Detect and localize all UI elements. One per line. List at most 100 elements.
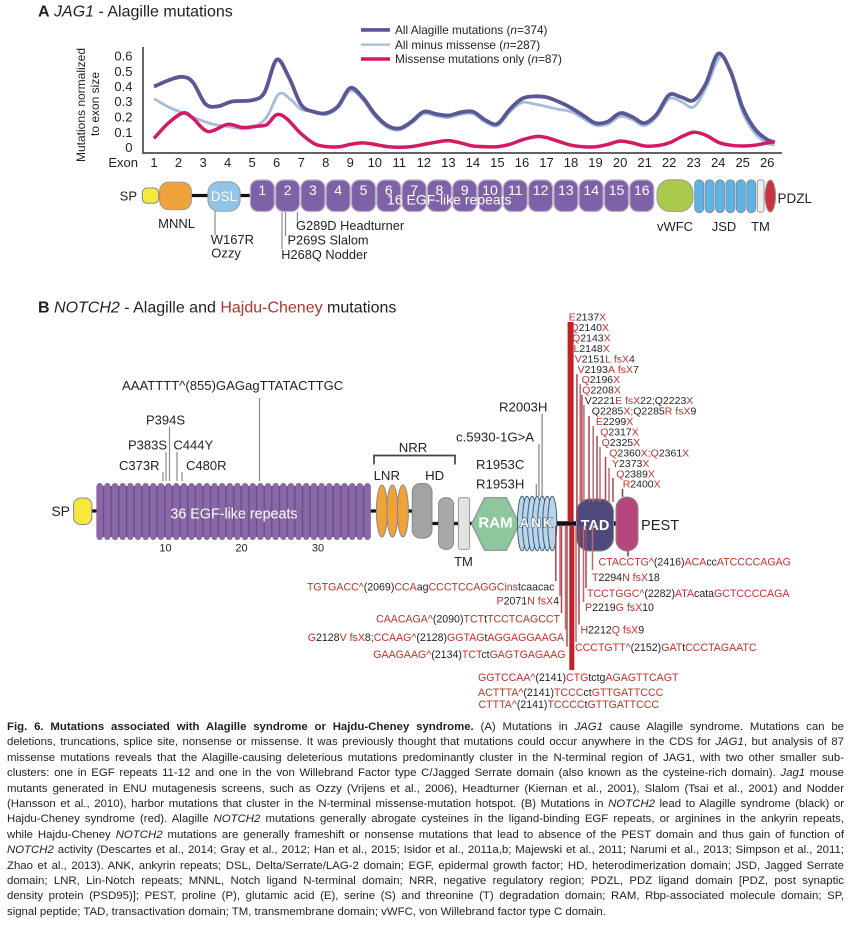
svg-text:LNR: LNR (374, 468, 400, 483)
svg-text:CTTTA^(2141)TCCCCtGTTGATTCCC: CTTTA^(2141)TCCCCtGTTGATTCCC (479, 699, 660, 711)
svg-text:18: 18 (564, 155, 578, 170)
svg-text:Q2325X: Q2325X (602, 437, 641, 449)
svg-text:G289D Headturner: G289D Headturner (296, 218, 405, 233)
svg-text:13: 13 (441, 155, 455, 170)
svg-text:HD: HD (425, 468, 444, 483)
svg-text:W167R: W167R (211, 232, 254, 247)
svg-text:24: 24 (711, 155, 725, 170)
svg-text:P269S Slalom: P269S Slalom (288, 232, 369, 247)
svg-text:15: 15 (609, 182, 625, 198)
svg-text:Q2143X: Q2143X (572, 332, 611, 344)
svg-text:AAATTTT^(855)GAGagTTATACTTGC: AAATTTT^(855)GAGagTTATACTTGC (122, 378, 343, 393)
svg-text:16 EGF-like repeats: 16 EGF-like repeats (387, 192, 512, 208)
svg-text:10: 10 (482, 182, 498, 198)
svg-text:E2137X: E2137X (569, 312, 606, 324)
svg-text:20: 20 (235, 543, 247, 555)
svg-text:6: 6 (385, 182, 393, 198)
svg-text:R1953C: R1953C (476, 457, 525, 472)
svg-text:20: 20 (613, 155, 627, 170)
svg-text:11: 11 (508, 182, 523, 198)
svg-text:0.3: 0.3 (114, 94, 132, 109)
svg-text:T2294N fsX18: T2294N fsX18 (592, 572, 660, 584)
svg-text:10: 10 (159, 543, 171, 555)
svg-text:Q2317X: Q2317X (600, 426, 639, 438)
svg-text:36 EGF-like repeats: 36 EGF-like repeats (170, 507, 297, 523)
svg-text:8: 8 (436, 182, 444, 198)
svg-text:H2212Q fsX9: H2212Q fsX9 (581, 625, 645, 637)
svg-text:Missense mutations only (n=87): Missense mutations only (n=87) (395, 52, 562, 66)
svg-text:V2221E fsX22;Q2223X: V2221E fsX22;Q2223X (585, 395, 694, 407)
svg-text:H268Q Nodder: H268Q Nodder (281, 247, 368, 262)
svg-text:DSL: DSL (211, 189, 238, 204)
svg-text:Q2360X;Q2361X: Q2360X;Q2361X (609, 447, 689, 459)
svg-text:14: 14 (466, 155, 480, 170)
svg-text:16: 16 (515, 155, 529, 170)
svg-text:GGTCCAA^(2141)CTGtctgAGAGTTCAG: GGTCCAA^(2141)CTGtctgAGAGTTCAGT (478, 672, 679, 684)
svg-text:23: 23 (686, 155, 700, 170)
svg-text:10: 10 (368, 155, 382, 170)
svg-text:19: 19 (588, 155, 602, 170)
svg-text:0.6: 0.6 (114, 49, 132, 64)
svg-text:TM: TM (751, 219, 770, 234)
svg-text:RAM: RAM (478, 515, 512, 532)
svg-text:Y2373X: Y2373X (612, 458, 649, 470)
svg-text:C480R: C480R (186, 458, 226, 473)
svg-text:L2148X: L2148X (574, 343, 610, 355)
svg-text:All minus missense (n=287): All minus missense (n=287) (395, 38, 540, 52)
svg-text:R2400X: R2400X (623, 479, 661, 491)
svg-text:P394S: P394S (146, 413, 185, 428)
svg-text:R1953H: R1953H (476, 477, 524, 492)
svg-text:6: 6 (273, 155, 280, 170)
svg-text:to exon size: to exon size (88, 72, 102, 136)
svg-text:PDZL: PDZL (778, 191, 813, 206)
svg-text:14: 14 (583, 182, 599, 198)
svg-text:7: 7 (410, 182, 418, 198)
svg-text:SP: SP (120, 189, 137, 204)
svg-text:4: 4 (224, 155, 231, 170)
svg-text:Mutations normalized: Mutations normalized (74, 48, 88, 162)
svg-text:17: 17 (539, 155, 553, 170)
svg-text:CTACCTG^(2416)ACAccATCCCCAGAG: CTACCTG^(2416)ACAccATCCCCAGAG (599, 557, 791, 569)
svg-text:21: 21 (637, 155, 651, 170)
svg-text:3: 3 (199, 155, 206, 170)
svg-text:7: 7 (298, 155, 305, 170)
svg-text:ANK: ANK (519, 516, 554, 531)
svg-text:CCCTGTT^(2152)GATtCCCTAGAATC: CCCTGTT^(2152)GATtCCCTAGAATC (575, 642, 757, 654)
svg-text:TM: TM (454, 554, 473, 569)
svg-text:V2193A fsX7: V2193A fsX7 (578, 364, 639, 376)
svg-text:MNNL: MNNL (158, 216, 195, 231)
svg-text:TCCTGGC^(2282)ATAcataGCTCCCCAG: TCCTGGC^(2282)ATAcataGCTCCCCAGA (587, 588, 790, 600)
svg-text:5: 5 (360, 182, 368, 198)
svg-text:1: 1 (150, 155, 157, 170)
svg-text:12: 12 (533, 182, 549, 198)
svg-text:P2219G fsX10: P2219G fsX10 (585, 602, 654, 614)
svg-text:SP: SP (51, 503, 70, 519)
svg-text:P383S: P383S (128, 438, 167, 453)
svg-text:PEST: PEST (641, 518, 679, 534)
svg-text:R2003H: R2003H (499, 400, 547, 415)
svg-text:22: 22 (662, 155, 676, 170)
svg-text:A JAG1 - Alagille mutations: A JAG1 - Alagille mutations (38, 4, 233, 21)
svg-text:25: 25 (735, 155, 749, 170)
svg-text:c.5930-1G>A: c.5930-1G>A (456, 430, 534, 445)
svg-text:2: 2 (175, 155, 182, 170)
svg-text:vWFC: vWFC (657, 219, 693, 234)
svg-text:15: 15 (490, 155, 504, 170)
svg-text:JSD: JSD (712, 219, 737, 234)
svg-text:Exon: Exon (108, 155, 138, 170)
svg-text:Q2140X: Q2140X (570, 322, 609, 334)
svg-text:TAD: TAD (581, 518, 610, 534)
svg-text:C373R: C373R (119, 458, 159, 473)
svg-text:4: 4 (334, 182, 342, 198)
svg-text:Q2208X: Q2208X (582, 385, 621, 397)
svg-text:NRR: NRR (399, 440, 428, 455)
svg-text:9: 9 (461, 182, 469, 198)
svg-text:13: 13 (558, 182, 574, 198)
svg-text:0.5: 0.5 (114, 64, 132, 79)
svg-text:11: 11 (393, 155, 407, 170)
svg-text:0.2: 0.2 (114, 110, 132, 125)
svg-text:1: 1 (258, 182, 266, 198)
svg-text:Q2196X: Q2196X (582, 374, 621, 386)
svg-text:5: 5 (248, 155, 255, 170)
svg-text:GAAGAAG^(2134)TCTctGAGTGAGAAG: GAAGAAG^(2134)TCTctGAGTGAGAAG (373, 649, 565, 661)
